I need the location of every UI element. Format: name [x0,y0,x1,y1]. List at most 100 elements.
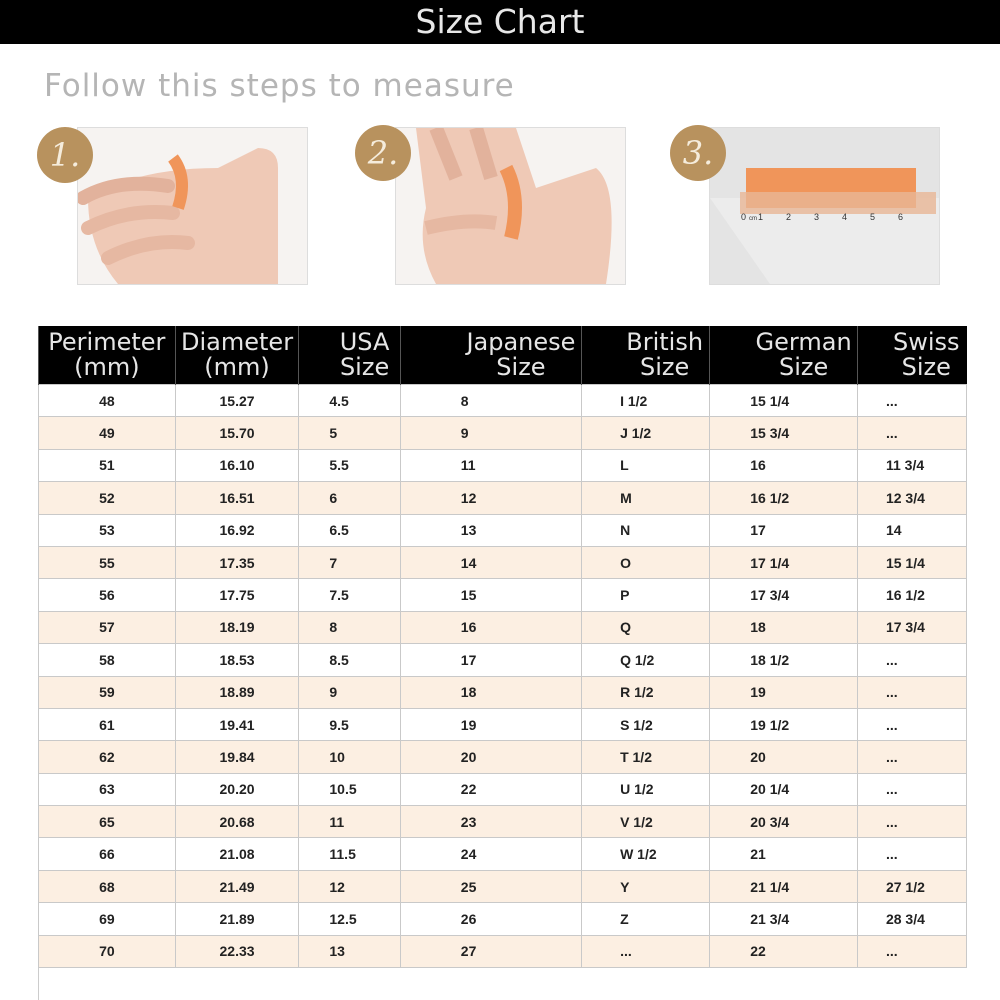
table-cell: 15.27 [174,383,300,418]
table-cell: 52 [38,481,176,515]
table-cell: U 1/2 [581,772,711,807]
table-cell: 16.51 [174,481,300,515]
table-cell: 62 [38,740,176,774]
column-header: Swiss Size [856,326,967,385]
table-row: 48 15.27 4.5 8 I 1/2 15 1/4... [38,383,968,418]
table-cell: 13 [298,934,401,969]
table-cell: 63 [38,772,176,807]
table-cell: 10.5 [298,772,401,807]
ruler-label-5: 5 [870,212,875,222]
table-cell: 19 1/2 [709,707,858,742]
table-cell: 18.89 [174,675,300,709]
table-cell: 16 [399,610,583,645]
table-cell: 21.49 [174,869,300,904]
table-cell: 11 [298,805,401,839]
table-cell: O [581,545,711,580]
column-header-line: British [626,328,704,356]
table-row: 70 22.33 13 27... 22... [38,934,968,969]
table-cell: 5 [298,416,401,450]
table-cell: 20.20 [174,772,300,807]
table-cell: 18.53 [174,643,300,677]
table-cell: ... [856,707,968,742]
table-cell: 21 1/4 [709,869,858,904]
table-cell: 19 [399,707,583,742]
table-cell: 18 [709,610,858,645]
ruler-label-2: 2 [786,212,791,222]
table-cell: 17 [399,643,583,677]
column-header: German Size [709,326,858,385]
table-row: 63 20.20 10.5 22 U 1/2 20 1/4... [38,772,968,807]
table-row: 59 18.89 9 18 R 1/2 19... [38,675,968,709]
table-cell: 21 3/4 [709,902,858,936]
table-cell: 18 [399,675,583,709]
table-cell: 18 1/2 [709,643,858,677]
table-row: 61 19.41 9.5 19 S 1/2 19 1/2... [38,707,968,742]
table-cell: 24 [399,837,583,871]
table-cell: 9 [298,675,401,709]
column-header-line: Size [496,353,546,381]
table-cell: 22 [399,772,583,807]
table-cell: 18.19 [174,610,300,645]
table-cell: 16 1/2 [856,578,968,612]
table-cell: ... [856,643,968,677]
table-cell: 12 [298,869,401,904]
table-cell: 22 [709,934,858,969]
step-3-image: 0 cm 1 2 3 4 5 6 [709,127,940,285]
table-cell: 25 [399,869,583,904]
table-cell: 68 [38,869,176,904]
table-cell: 4.5 [298,383,401,418]
table-cell: 11 [399,448,583,483]
table-cell: Q 1/2 [581,643,711,677]
column-header: Diameter (mm) [174,326,299,385]
table-cell: 6 [298,481,401,515]
table-row: 58 18.53 8.5 17 Q 1/2 18 1/2... [38,643,968,677]
ruler-label-6: 6 [898,212,903,222]
table-cell: T 1/2 [581,740,711,774]
table-row: 62 19.84 10 20 T 1/2 20... [38,740,968,774]
table-row: 66 21.08 11.5 24 W 1/2 21... [38,837,968,871]
table-cell: 12 3/4 [856,481,968,515]
table-row: 68 21.49 12 25 Y 21 1/4 27 1/2 [38,869,968,904]
table-cell: 7 [298,545,401,580]
table-cell: 14 [856,513,968,547]
table-cell: Y [581,869,711,904]
table-cell: 48 [38,383,176,418]
step-1-image [77,127,308,285]
table-cell: 21.08 [174,837,300,871]
table-cell: ... [856,383,968,418]
table-cell: ... [856,675,968,709]
table-cell: 15 1/4 [856,545,968,580]
table-cell: 58 [38,643,176,677]
table-cell: 11 3/4 [856,448,968,483]
table-cell: 7.5 [298,578,401,612]
table-cell: 8.5 [298,643,401,677]
table-cell: 65 [38,805,176,839]
table-cell: 61 [38,707,176,742]
table-cell: 20 3/4 [709,805,858,839]
column-header-line: Japanese [466,328,576,356]
table-row: 56 17.75 7.5 15 P 17 3/4 16 1/2 [38,578,968,612]
table-cell: 17 3/4 [856,610,968,645]
table-cell: 9.5 [298,707,401,742]
ruler-label-3: 3 [814,212,819,222]
table-cell: ... [856,837,968,871]
table-cell: 10 [298,740,401,774]
table-cell: Q [581,610,711,645]
table-cell: 20 [709,740,858,774]
ruler-label-4: 4 [842,212,847,222]
column-header-line: Size [778,353,829,381]
step-3-badge: 3. [670,125,726,181]
table-cell: 9 [399,416,583,450]
table-row: 65 20.68 11 23 V 1/2 20 3/4... [38,805,968,839]
column-header-line: German [755,328,852,356]
table-row: 55 17.35 7 14 O 17 1/4 15 1/4 [38,545,968,580]
table-cell: 49 [38,416,176,450]
ruler-label-0: 0 [741,212,746,222]
table-cell: 12.5 [298,902,401,936]
table-row: 69 21.89 12.5 26 Z 21 3/4 28 3/4 [38,902,968,936]
column-header-line: (mm) [74,353,140,381]
table-cell: 19 [709,675,858,709]
column-header: USA Size [298,326,401,385]
table-row: 52 16.51 6 12 M 16 1/2 12 3/4 [38,481,968,515]
table-cell: 53 [38,513,176,547]
